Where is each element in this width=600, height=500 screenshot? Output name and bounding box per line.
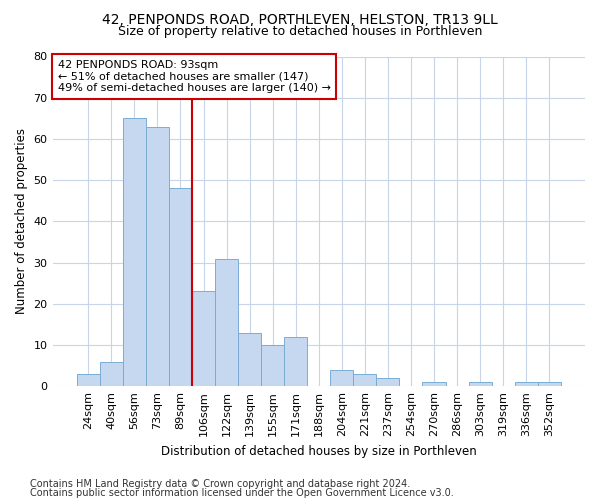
Bar bbox=[330, 370, 353, 386]
Text: Contains HM Land Registry data © Crown copyright and database right 2024.: Contains HM Land Registry data © Crown c… bbox=[30, 479, 410, 489]
Text: 42, PENPONDS ROAD, PORTHLEVEN, HELSTON, TR13 9LL: 42, PENPONDS ROAD, PORTHLEVEN, HELSTON, … bbox=[102, 12, 498, 26]
Bar bbox=[100, 362, 123, 386]
Bar bbox=[538, 382, 561, 386]
Text: Contains public sector information licensed under the Open Government Licence v3: Contains public sector information licen… bbox=[30, 488, 454, 498]
X-axis label: Distribution of detached houses by size in Porthleven: Distribution of detached houses by size … bbox=[161, 444, 476, 458]
Text: Size of property relative to detached houses in Porthleven: Size of property relative to detached ho… bbox=[118, 25, 482, 38]
Bar bbox=[515, 382, 538, 386]
Bar bbox=[169, 188, 192, 386]
Bar bbox=[422, 382, 446, 386]
Bar bbox=[123, 118, 146, 386]
Bar bbox=[469, 382, 491, 386]
Bar bbox=[192, 292, 215, 386]
Bar bbox=[261, 345, 284, 387]
Y-axis label: Number of detached properties: Number of detached properties bbox=[15, 128, 28, 314]
Bar bbox=[215, 258, 238, 386]
Bar bbox=[238, 332, 261, 386]
Bar bbox=[77, 374, 100, 386]
Bar bbox=[376, 378, 400, 386]
Bar bbox=[146, 126, 169, 386]
Text: 42 PENPONDS ROAD: 93sqm
← 51% of detached houses are smaller (147)
49% of semi-d: 42 PENPONDS ROAD: 93sqm ← 51% of detache… bbox=[58, 60, 331, 93]
Bar bbox=[353, 374, 376, 386]
Bar bbox=[284, 337, 307, 386]
